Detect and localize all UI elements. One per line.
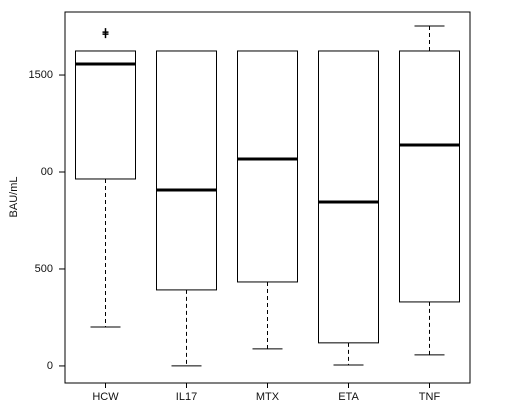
- box: [237, 50, 298, 283]
- box: [156, 50, 217, 291]
- box: [75, 50, 136, 180]
- y-tick-label: 1500: [29, 69, 53, 81]
- box: [318, 50, 379, 344]
- x-tick-label: TNF: [419, 391, 441, 403]
- box: [399, 50, 460, 303]
- y-tick-label: 0: [47, 360, 53, 372]
- x-tick-label: HCW: [92, 391, 119, 403]
- y-axis-label: BAU/mL: [8, 177, 20, 218]
- x-tick-label: ETA: [338, 391, 359, 403]
- x-tick-label: IL17: [176, 391, 197, 403]
- y-tick-label: 00: [41, 166, 53, 178]
- x-tick-label: MTX: [256, 391, 280, 403]
- outlier: [102, 28, 109, 39]
- y-tick-label: 500: [35, 263, 53, 275]
